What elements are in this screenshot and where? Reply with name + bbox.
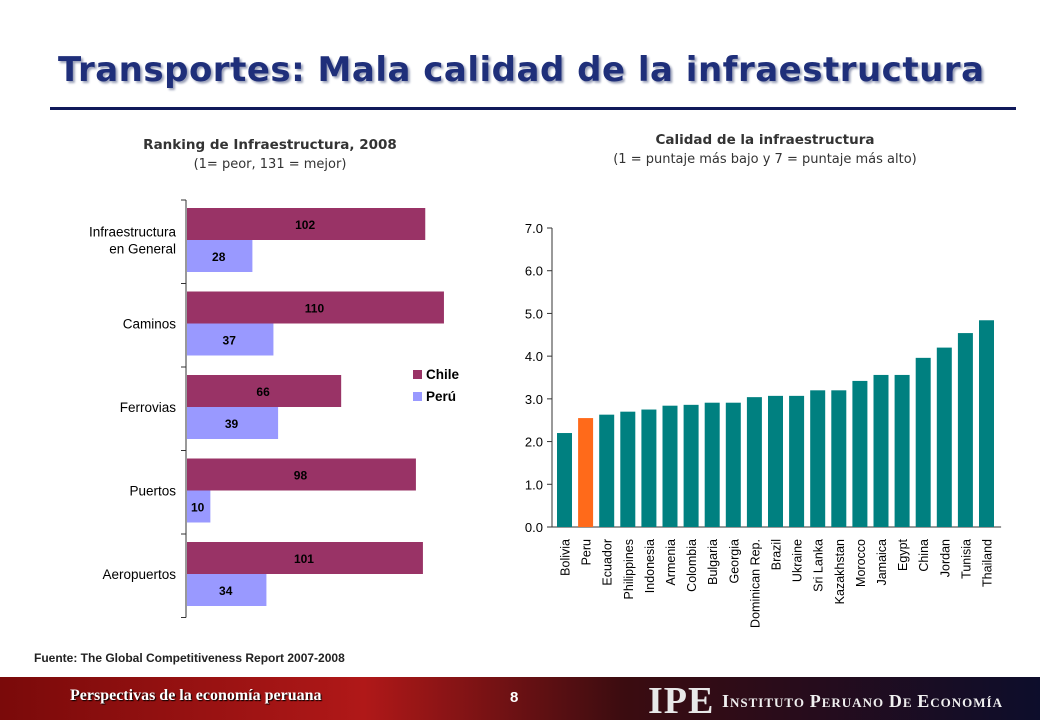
quality-chart-subtitle: (1 = puntaje más bajo y 7 = puntaje más … [613,152,917,167]
ipe-logo: IPE [648,680,715,722]
slide-title: Transportes: Mala calidad de la infraest… [58,50,985,90]
legend-label-chile: Chile [426,367,459,382]
legend-label-perú: Perú [426,389,456,404]
ranking-data-label: 110 [305,302,325,316]
quality-category-label: Kazakhstan [833,539,847,604]
page-number: 8 [510,689,519,706]
quality-bar-armenia [662,405,678,527]
legend-swatch-chile [413,370,422,379]
quality-y-tick-label: 5.0 [525,306,543,321]
quality-category-label: Dominican Rep. [748,539,762,628]
quality-category-label: Bulgaria [706,539,720,585]
ranking-bar-chile [187,208,426,240]
ranking-chart-title: Ranking de Infraestructura, 2008 [143,137,397,153]
ranking-data-label: 39 [225,417,239,431]
quality-bar-colombia [683,404,699,527]
ranking-bar-perú [187,490,211,523]
quality-bar-peru [578,418,594,527]
quality-bar-tunisia [957,333,973,527]
quality-y-tick-label: 1.0 [525,477,543,492]
footer-caption: Perspectivas de la economía peruana [70,687,322,704]
ranking-chart: 102 28 Infraestructura en General 110 37 Camin… [89,199,459,618]
ranking-bar-chile [187,375,342,407]
ranking-category-label: Ferrovias [120,400,177,415]
quality-bar-dominican-rep [746,397,762,527]
quality-bar-jamaica [873,374,889,527]
quality-category-label: Egypt [896,538,910,570]
quality-category-label: Brazil [770,539,784,570]
ranking-category-label: Puertos [129,484,176,499]
quality-bar-philippines [620,411,636,527]
quality-bar-jordan [936,347,952,527]
footer-bar: Perspectivas de la economía peruana 8 IP… [0,677,1040,722]
quality-bar-bolivia [557,433,572,527]
ranking-category-label: Caminos [123,317,177,332]
title-divider [50,107,1016,110]
quality-category-label: Bolivia [559,539,573,576]
source-note: Fuente: The Global Competitiveness Repor… [34,651,345,665]
quality-y-tick-label: 2.0 [525,435,543,450]
quality-bar-egypt [894,374,910,527]
ranking-data-label: 34 [219,584,233,598]
quality-category-label: Jordan [938,539,952,577]
quality-y-tick-label: 4.0 [525,349,543,364]
ranking-bar-chile [187,291,444,324]
quality-y-tick-label: 7.0 [525,221,543,236]
quality-category-label: Ecuador [601,539,615,586]
quality-category-label: Georgia [727,539,741,584]
ranking-category-label: en General [109,242,176,257]
ranking-data-label: 37 [223,334,237,348]
organization-name: INSTITUTO PERUANO DE ECONOMÍA [722,691,1003,711]
ranking-bar-perú [187,323,274,356]
quality-bar-thailand [979,320,994,527]
ranking-bar-perú [187,407,279,439]
ranking-bar-chile [187,458,416,491]
quality-category-label: Indonesia [643,539,657,593]
ranking-data-label: 66 [256,385,270,399]
quality-category-label: Colombia [685,539,699,592]
quality-bar-ukraine [789,395,805,527]
quality-y-tick-label: 0.0 [525,520,543,535]
quality-category-label: Morocco [854,539,868,587]
ranking-chart-header: Ranking de Infraestructura, 2008 (1= peo… [90,137,450,172]
quality-category-label: Armenia [664,539,678,586]
quality-bar-brazil [768,395,783,527]
quality-bar-ecuador [599,414,615,527]
quality-bar-kazakhstan [831,390,847,527]
ranking-data-label: 28 [212,250,226,264]
ranking-bar-chile [187,542,423,574]
quality-category-label: Philippines [622,539,636,599]
ranking-bar-perú [187,240,253,272]
quality-category-label: Jamaica [875,539,889,586]
quality-y-tick-label: 3.0 [525,392,543,407]
ranking-data-label: 101 [294,552,314,566]
quality-category-label: Tunisia [959,539,973,579]
quality-bar-bulgaria [704,402,720,527]
quality-y-tick-label: 6.0 [525,264,543,279]
quality-bar-indonesia [641,409,657,527]
quality-category-label: Thailand [981,539,995,587]
quality-chart: 0.0 1.0 2.0 3.0 4.0 5.0 6.0 7.0 Bolivia Peru Ecuad… [525,221,1002,628]
legend-swatch-perú [413,392,422,401]
quality-bar-georgia [725,402,741,527]
quality-bar-sri-lanka [810,390,826,527]
quality-chart-header: Calidad de la infraestructura (1 = punta… [500,132,1030,167]
ranking-category-label: Infraestructura [89,225,177,240]
quality-bar-morocco [852,380,868,527]
quality-category-label: China [917,539,931,572]
ranking-data-label: 10 [191,501,205,515]
ranking-data-label: 98 [294,469,308,483]
ranking-bar-perú [187,574,267,606]
quality-category-label: Ukraine [791,539,805,582]
quality-chart-title: Calidad de la infraestructura [655,132,875,148]
ranking-category-label: Aeropuertos [102,567,176,582]
ranking-data-label: 102 [295,218,315,232]
ranking-chart-subtitle: (1= peor, 131 = mejor) [193,157,347,172]
quality-category-label: Peru [580,539,594,565]
quality-bar-china [915,357,931,527]
quality-category-label: Sri Lanka [812,539,826,592]
